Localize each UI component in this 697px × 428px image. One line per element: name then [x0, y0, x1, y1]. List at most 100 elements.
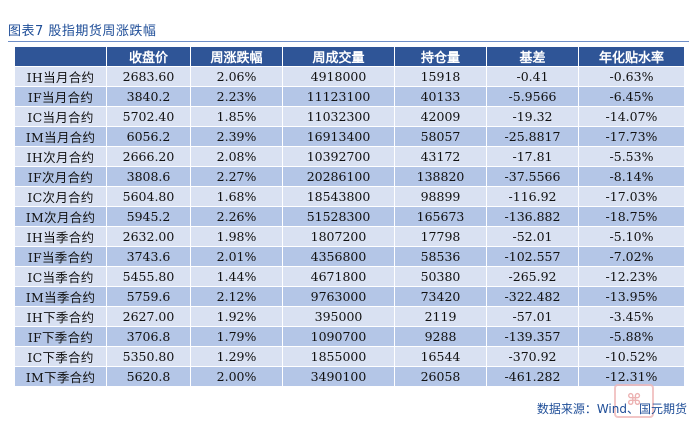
value-cell: -5.53%: [578, 146, 685, 167]
value-cell: -5.9566: [486, 86, 579, 107]
value-cell: 6056.2: [106, 126, 191, 147]
contract-name-cell: IH当季合约: [14, 226, 107, 247]
figure-caption: 图表7 股指期货周涨跌幅: [8, 24, 157, 39]
contract-name-cell: IM下季合约: [14, 366, 107, 387]
value-cell: 5455.80: [106, 266, 191, 287]
value-cell: 2.00%: [190, 366, 283, 387]
value-cell: -17.73%: [578, 126, 685, 147]
contract-name-cell: IC当月合约: [14, 106, 107, 127]
value-cell: 16544: [394, 346, 487, 367]
value-cell: 1.92%: [190, 306, 283, 327]
value-cell: 17798: [394, 226, 487, 247]
value-cell: -12.23%: [578, 266, 685, 287]
table-body: IH当月合约 2683.60 2.06% 4918000 15918 -0.41 -0.63…: [14, 66, 685, 387]
value-cell: -0.41: [486, 66, 579, 87]
value-cell: -7.02%: [578, 246, 685, 267]
value-cell: -139.357: [486, 326, 579, 347]
value-cell: 20286100: [282, 166, 395, 187]
table-row: IM当季合约 5759.6 2.12% 9763000 73420 -322.482 -13…: [14, 286, 685, 307]
value-cell: 9763000: [282, 286, 395, 307]
table-row: IH当月合约 2683.60 2.06% 4918000 15918 -0.41 -0.63…: [14, 66, 685, 87]
value-cell: 16913400: [282, 126, 395, 147]
value-cell: 2666.20: [106, 146, 191, 167]
value-cell: 40133: [394, 86, 487, 107]
value-cell: -13.95%: [578, 286, 685, 307]
value-cell: 2.23%: [190, 86, 283, 107]
contract-name-cell: IM次月合约: [14, 206, 107, 227]
table-row: IC次月合约 5604.80 1.68% 18543800 98899 -116.92 -1…: [14, 186, 685, 207]
value-cell: -37.5566: [486, 166, 579, 187]
contract-name-cell: IF当月合约: [14, 86, 107, 107]
value-cell: -10.52%: [578, 346, 685, 367]
value-cell: 1.29%: [190, 346, 283, 367]
column-header: 周涨跌幅: [190, 46, 283, 67]
value-cell: 3808.6: [106, 166, 191, 187]
contract-name-cell: IM当月合约: [14, 126, 107, 147]
value-cell: 5759.6: [106, 286, 191, 307]
value-cell: 1.44%: [190, 266, 283, 287]
contract-name-cell: IH当月合约: [14, 66, 107, 87]
value-cell: 26058: [394, 366, 487, 387]
value-cell: -3.45%: [578, 306, 685, 327]
value-cell: 2.01%: [190, 246, 283, 267]
column-header: 基差: [486, 46, 579, 67]
value-cell: -25.8817: [486, 126, 579, 147]
value-cell: -116.92: [486, 186, 579, 207]
futures-table: 收盘价 周涨跌幅 周成交量 持仓量 基差 年化贴水率 IH当月合约 2683.60 2.06%…: [14, 46, 685, 387]
value-cell: 5620.8: [106, 366, 191, 387]
value-cell: -18.75%: [578, 206, 685, 227]
logo-watermark: ⌘: [614, 384, 654, 418]
value-cell: 2632.00: [106, 226, 191, 247]
table-row: IF当月合约 3840.2 2.23% 11123100 40133 -5.9566 -6.…: [14, 86, 685, 107]
value-cell: 51528300: [282, 206, 395, 227]
contract-name-cell: IC当季合约: [14, 266, 107, 287]
value-cell: 5350.80: [106, 346, 191, 367]
value-cell: -370.92: [486, 346, 579, 367]
value-cell: 2.27%: [190, 166, 283, 187]
value-cell: -14.07%: [578, 106, 685, 127]
value-cell: 1.85%: [190, 106, 283, 127]
value-cell: 5945.2: [106, 206, 191, 227]
value-cell: 18543800: [282, 186, 395, 207]
value-cell: 165673: [394, 206, 487, 227]
value-cell: 3743.6: [106, 246, 191, 267]
value-cell: 2.12%: [190, 286, 283, 307]
value-cell: 1.68%: [190, 186, 283, 207]
table-row: IM当月合约 6056.2 2.39% 16913400 58057 -25.8817 -1…: [14, 126, 685, 147]
value-cell: 2.39%: [190, 126, 283, 147]
value-cell: 98899: [394, 186, 487, 207]
value-cell: 10392700: [282, 146, 395, 167]
contract-name-cell: IH下季合约: [14, 306, 107, 327]
value-cell: 58057: [394, 126, 487, 147]
value-cell: 1090700: [282, 326, 395, 347]
value-cell: 3840.2: [106, 86, 191, 107]
value-cell: 2.26%: [190, 206, 283, 227]
value-cell: 5702.40: [106, 106, 191, 127]
value-cell: -8.14%: [578, 166, 685, 187]
caption-divider: [8, 41, 689, 42]
value-cell: -0.63%: [578, 66, 685, 87]
value-cell: -6.45%: [578, 86, 685, 107]
contract-name-cell: IC次月合约: [14, 186, 107, 207]
value-cell: 1855000: [282, 346, 395, 367]
value-cell: 2.08%: [190, 146, 283, 167]
table-row: IF次月合约 3808.6 2.27% 20286100 138820 -37.5566-…: [14, 166, 685, 187]
value-cell: 2.06%: [190, 66, 283, 87]
column-header: 收盘价: [106, 46, 191, 67]
value-cell: -102.557: [486, 246, 579, 267]
value-cell: -57.01: [486, 306, 579, 327]
value-cell: 4918000: [282, 66, 395, 87]
value-cell: 2683.60: [106, 66, 191, 87]
value-cell: 58536: [394, 246, 487, 267]
value-cell: -461.282: [486, 366, 579, 387]
column-header: 周成交量: [282, 46, 395, 67]
table-row: IF下季合约 3706.8 1.79% 1090700 9288 -139.357 -5.8…: [14, 326, 685, 347]
value-cell: 42009: [394, 106, 487, 127]
table-row: IC当季合约 5455.80 1.44% 4671800 50380 -265.92 -12…: [14, 266, 685, 287]
column-header: 年化贴水率: [578, 46, 685, 67]
value-cell: 2119: [394, 306, 487, 327]
value-cell: 15918: [394, 66, 487, 87]
value-cell: 73420: [394, 286, 487, 307]
value-cell: -5.10%: [578, 226, 685, 247]
table-row: IM下季合约 5620.8 2.00% 3490100 26058 -461.282 -12…: [14, 366, 685, 387]
